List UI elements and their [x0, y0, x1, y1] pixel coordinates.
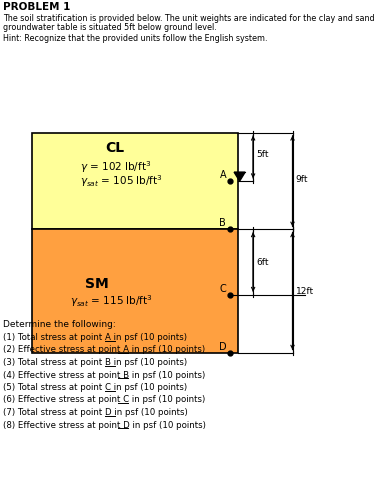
Text: 12ft: 12ft — [296, 286, 314, 296]
Text: 9ft: 9ft — [296, 175, 308, 184]
Text: (6) Effective stress at point C in psf (10 points): (6) Effective stress at point C in psf (… — [3, 396, 205, 404]
Text: (5) Total stress at point C in psf (10 points): (5) Total stress at point C in psf (10 p… — [3, 383, 187, 392]
Text: Determine the following:: Determine the following: — [3, 320, 116, 329]
Text: (2) Effective stress at point A in psf (10 points): (2) Effective stress at point A in psf (… — [3, 345, 205, 355]
Text: $\gamma$ = 102 lb/ft$^3$: $\gamma$ = 102 lb/ft$^3$ — [80, 159, 152, 175]
Text: CL: CL — [105, 141, 124, 155]
Text: (7) Total stress at point D in psf (10 points): (7) Total stress at point D in psf (10 p… — [3, 408, 188, 417]
Bar — [32, 229, 238, 353]
Bar — [32, 133, 238, 229]
Text: A: A — [219, 170, 226, 180]
Text: Hint: Recognize that the provided units follow the English system.: Hint: Recognize that the provided units … — [3, 34, 267, 43]
Text: The soil stratification is provided below. The unit weights are indicated for th: The soil stratification is provided belo… — [3, 14, 375, 23]
Text: C: C — [219, 284, 226, 294]
Text: PROBLEM 1: PROBLEM 1 — [3, 2, 70, 12]
Text: $\gamma_{sat}$ = 105 lb/ft$^3$: $\gamma_{sat}$ = 105 lb/ft$^3$ — [80, 173, 163, 189]
Text: SM: SM — [85, 277, 109, 291]
Text: (1) Total stress at point A in psf (10 points): (1) Total stress at point A in psf (10 p… — [3, 333, 187, 342]
Text: B: B — [219, 218, 226, 228]
Text: groundwater table is situated 5ft below ground level.: groundwater table is situated 5ft below … — [3, 23, 217, 32]
Polygon shape — [234, 172, 245, 181]
Text: $\gamma_{sat}$ = 115 lb/ft$^3$: $\gamma_{sat}$ = 115 lb/ft$^3$ — [70, 293, 153, 309]
Text: 6ft: 6ft — [256, 257, 268, 267]
Text: (3) Total stress at point B in psf (10 points): (3) Total stress at point B in psf (10 p… — [3, 358, 187, 367]
Text: D: D — [219, 341, 226, 352]
Text: (4) Effective stress at point B in psf (10 points): (4) Effective stress at point B in psf (… — [3, 370, 205, 380]
Text: 5ft: 5ft — [256, 151, 268, 159]
Text: (8) Effective stress at point D in psf (10 points): (8) Effective stress at point D in psf (… — [3, 421, 206, 429]
